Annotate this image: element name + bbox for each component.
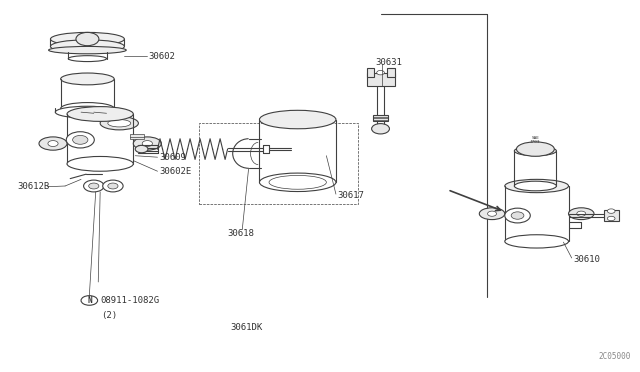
- Ellipse shape: [259, 173, 336, 192]
- Circle shape: [84, 180, 104, 192]
- Circle shape: [505, 208, 531, 223]
- Bar: [130, 134, 144, 139]
- Ellipse shape: [68, 56, 106, 62]
- Ellipse shape: [108, 119, 131, 127]
- Circle shape: [76, 32, 99, 46]
- Circle shape: [48, 141, 58, 147]
- Ellipse shape: [67, 157, 133, 171]
- Ellipse shape: [133, 137, 161, 150]
- Text: (2): (2): [100, 311, 117, 320]
- Text: 3061DK: 3061DK: [231, 323, 263, 331]
- Ellipse shape: [505, 179, 568, 193]
- Text: 30602: 30602: [148, 52, 175, 61]
- Circle shape: [607, 216, 615, 221]
- Ellipse shape: [259, 110, 336, 129]
- Circle shape: [108, 183, 118, 189]
- Bar: [373, 115, 388, 121]
- Ellipse shape: [55, 106, 120, 118]
- Text: 30610: 30610: [573, 254, 600, 264]
- Ellipse shape: [515, 146, 556, 156]
- Bar: [367, 68, 374, 77]
- Ellipse shape: [100, 116, 138, 130]
- Text: 08911-1082G: 08911-1082G: [100, 296, 160, 305]
- Circle shape: [377, 70, 385, 75]
- Bar: [199, 123, 358, 205]
- Bar: [387, 68, 394, 77]
- Text: 30618: 30618: [228, 229, 255, 238]
- Ellipse shape: [515, 181, 556, 191]
- Ellipse shape: [516, 142, 554, 156]
- Circle shape: [372, 124, 390, 134]
- Circle shape: [488, 211, 497, 216]
- Ellipse shape: [49, 46, 126, 54]
- Circle shape: [72, 135, 88, 144]
- Text: 30631: 30631: [376, 58, 403, 67]
- Bar: [604, 210, 620, 221]
- Circle shape: [89, 183, 99, 189]
- Ellipse shape: [39, 137, 67, 150]
- Text: 30612B: 30612B: [17, 182, 49, 191]
- Text: 30609: 30609: [159, 153, 186, 162]
- Ellipse shape: [505, 235, 568, 248]
- Ellipse shape: [568, 208, 594, 219]
- Text: SAE
J703: SAE J703: [530, 135, 541, 144]
- Text: 2C05000: 2C05000: [598, 352, 631, 361]
- Circle shape: [577, 211, 586, 216]
- Circle shape: [511, 212, 524, 219]
- Text: 30602E: 30602E: [159, 167, 191, 176]
- Circle shape: [135, 145, 148, 153]
- Text: 30617: 30617: [337, 191, 364, 200]
- Circle shape: [67, 132, 94, 148]
- Circle shape: [102, 180, 123, 192]
- Text: N: N: [87, 296, 92, 305]
- Ellipse shape: [51, 40, 124, 53]
- Ellipse shape: [269, 175, 326, 189]
- Ellipse shape: [479, 208, 505, 219]
- Ellipse shape: [61, 73, 114, 85]
- Circle shape: [607, 209, 615, 213]
- Circle shape: [142, 141, 152, 147]
- Ellipse shape: [51, 32, 124, 46]
- Ellipse shape: [67, 107, 133, 121]
- Circle shape: [81, 296, 98, 305]
- Bar: [367, 73, 394, 86]
- Ellipse shape: [61, 103, 114, 114]
